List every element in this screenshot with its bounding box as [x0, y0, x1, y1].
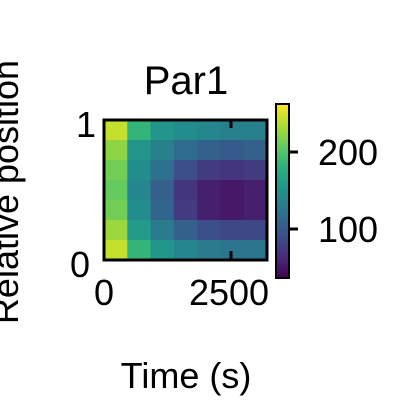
- heatmap-cell: [104, 140, 128, 161]
- heatmap-cell: [197, 240, 222, 261]
- heatmap-cell: [150, 180, 175, 201]
- heatmap-cell: [173, 180, 198, 201]
- heatmap-cell: [104, 160, 128, 181]
- heatmap-cell: [127, 220, 152, 241]
- heatmap-cell: [197, 120, 222, 141]
- heatmap-cell: [127, 140, 152, 161]
- heatmap-cell: [127, 160, 152, 181]
- heatmap-cell: [150, 120, 175, 141]
- heatmap-cell: [243, 200, 268, 221]
- heatmap-cell: [150, 140, 175, 161]
- y-axis-label: Relative position: [0, 60, 26, 324]
- heatmap-cell: [243, 140, 268, 161]
- heatmap-cell: [197, 200, 222, 221]
- x-axis-label: Time (s): [121, 355, 252, 396]
- heatmap-cell: [220, 220, 245, 241]
- heatmap-cell: [150, 200, 175, 221]
- heatmap-cell: [173, 240, 198, 261]
- heatmap-cell: [220, 200, 245, 221]
- heatmap-cell: [220, 120, 245, 141]
- heatmap-cell: [127, 180, 152, 201]
- heatmap-cell: [220, 240, 245, 261]
- heatmap-cells: [104, 120, 268, 261]
- chart-title: Par1: [144, 59, 229, 103]
- heatmap-cell: [173, 160, 198, 181]
- heatmap-cell: [127, 200, 152, 221]
- heatmap-cell: [104, 220, 128, 241]
- x-tick-label-0: 0: [94, 272, 114, 313]
- heatmap-cell: [243, 160, 268, 181]
- x-tick-label-2500: 2500: [189, 272, 269, 313]
- heatmap-cell: [104, 120, 128, 141]
- heatmap-cell: [104, 240, 128, 261]
- heatmap-cell: [243, 240, 268, 261]
- heatmap-cell: [197, 160, 222, 181]
- heatmap-cell: [150, 240, 175, 261]
- heatmap-cell: [197, 180, 222, 201]
- heatmap-cell: [173, 220, 198, 241]
- heatmap-cell: [220, 180, 245, 201]
- plot-frame: [102, 118, 269, 262]
- heatmap-cell: [197, 220, 222, 241]
- colorbar: [275, 103, 290, 279]
- heatmap-cell: [197, 140, 222, 161]
- heatmap-cell: [127, 120, 152, 141]
- heatmap-cell: [173, 120, 198, 141]
- y-tick-label-1: 1: [76, 104, 96, 145]
- heatmap-cell: [104, 200, 128, 221]
- heatmap-cell: [220, 160, 245, 181]
- heatmap-cell: [150, 160, 175, 181]
- heatmap-cell: [173, 140, 198, 161]
- colorbar-tick-label-100: 100: [318, 209, 378, 250]
- heatmap-cell: [243, 180, 268, 201]
- heatmap-cell: [173, 200, 198, 221]
- heatmap-cell: [127, 240, 152, 261]
- y-tick-label-0: 0: [70, 244, 90, 285]
- heatmap-cell: [220, 140, 245, 161]
- heatmap-cell: [243, 120, 268, 141]
- heatmap-cell: [104, 180, 128, 201]
- colorbar-tick-label-200: 200: [318, 132, 378, 173]
- heatmap-cell: [150, 220, 175, 241]
- heatmap-cell: [243, 220, 268, 241]
